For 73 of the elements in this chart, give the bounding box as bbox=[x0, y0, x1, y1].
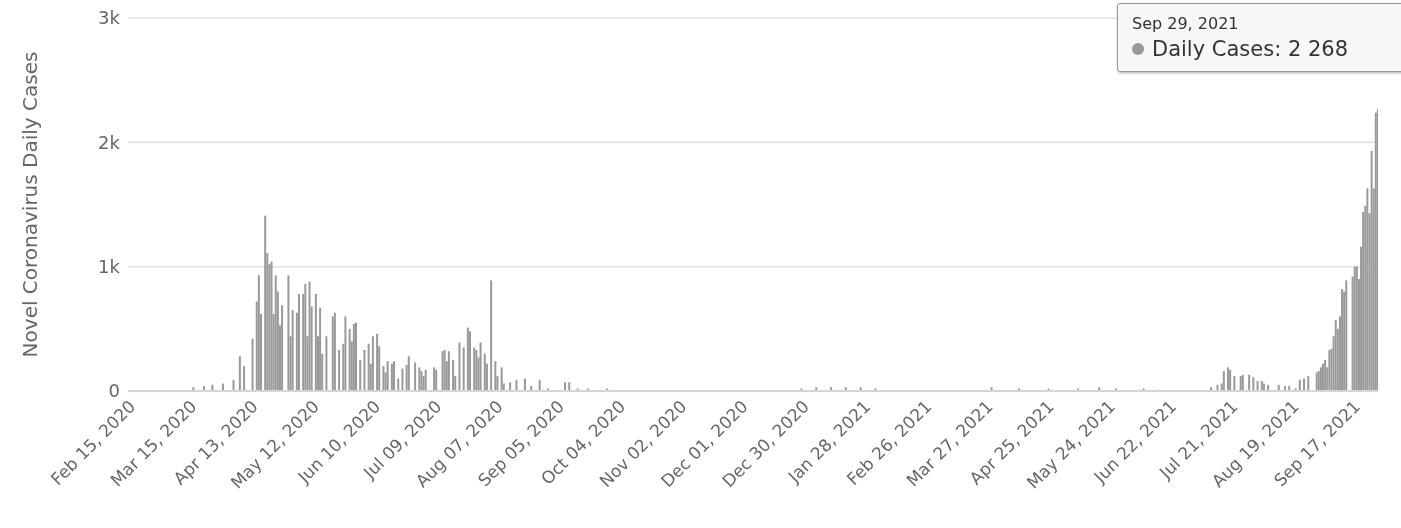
bar bbox=[509, 382, 512, 391]
bar bbox=[466, 327, 469, 391]
bar bbox=[308, 281, 311, 391]
bar bbox=[1319, 367, 1322, 391]
annotation: Sep 29, 2021 bbox=[1132, 14, 1240, 33]
bar bbox=[452, 359, 455, 391]
bar bbox=[447, 351, 450, 391]
bar bbox=[344, 316, 347, 391]
bar bbox=[331, 316, 334, 391]
bar bbox=[1252, 377, 1255, 391]
bar bbox=[359, 359, 362, 391]
bar bbox=[274, 275, 277, 391]
y-tick-label: 3k bbox=[98, 7, 121, 29]
bar bbox=[297, 294, 300, 391]
bar bbox=[314, 294, 317, 391]
bar bbox=[1376, 109, 1378, 391]
bar bbox=[1307, 376, 1310, 391]
annotation: Daily Cases: 2 268 bbox=[1152, 37, 1349, 61]
tooltip-panel: Sep 29, 2021 Daily Cases: 2 268 bbox=[1117, 3, 1401, 72]
bar bbox=[1248, 374, 1251, 391]
bar bbox=[367, 343, 370, 391]
bar bbox=[386, 361, 389, 391]
bar bbox=[281, 305, 284, 391]
bar bbox=[414, 362, 417, 391]
bar bbox=[424, 369, 427, 391]
bar bbox=[304, 284, 307, 391]
bar bbox=[418, 367, 421, 391]
bar bbox=[251, 338, 254, 391]
bar bbox=[490, 280, 493, 391]
bar bbox=[462, 347, 465, 391]
bar bbox=[500, 367, 503, 391]
bar bbox=[325, 336, 328, 391]
bar bbox=[479, 342, 482, 391]
bar bbox=[538, 379, 541, 391]
bar bbox=[407, 356, 410, 391]
bar bbox=[348, 328, 351, 391]
bar bbox=[287, 275, 290, 391]
bar bbox=[1222, 371, 1225, 391]
bar bbox=[401, 368, 404, 391]
bar bbox=[338, 349, 341, 391]
bar bbox=[319, 307, 322, 391]
bar bbox=[564, 382, 567, 391]
bar bbox=[483, 353, 486, 391]
bar bbox=[243, 366, 246, 391]
bar bbox=[270, 261, 273, 391]
y-tick-label: 2k bbox=[98, 131, 121, 153]
y-tick-label: 1k bbox=[98, 256, 121, 278]
bar bbox=[264, 215, 267, 391]
bar bbox=[333, 312, 336, 391]
bar bbox=[1370, 151, 1373, 391]
bar bbox=[469, 331, 472, 391]
bar bbox=[1233, 376, 1236, 391]
bar bbox=[363, 349, 366, 391]
y-axis-title: Novel Coronavirus Daily Cases bbox=[18, 51, 43, 358]
bar bbox=[420, 371, 423, 391]
bar bbox=[1298, 379, 1301, 391]
bar bbox=[376, 333, 379, 391]
bar bbox=[1374, 112, 1377, 391]
bar bbox=[291, 310, 294, 391]
bar bbox=[568, 382, 571, 391]
bar bbox=[458, 342, 461, 391]
bar bbox=[1324, 359, 1327, 391]
bar bbox=[232, 379, 235, 391]
bar bbox=[1334, 320, 1337, 391]
bar bbox=[238, 356, 241, 391]
bar bbox=[515, 379, 518, 391]
bar bbox=[1256, 381, 1259, 391]
bar bbox=[257, 275, 260, 391]
y-tick-label: 0 bbox=[108, 380, 120, 402]
bar bbox=[371, 336, 374, 391]
bar bbox=[494, 361, 497, 391]
bar bbox=[1345, 280, 1348, 391]
bar bbox=[382, 366, 385, 391]
